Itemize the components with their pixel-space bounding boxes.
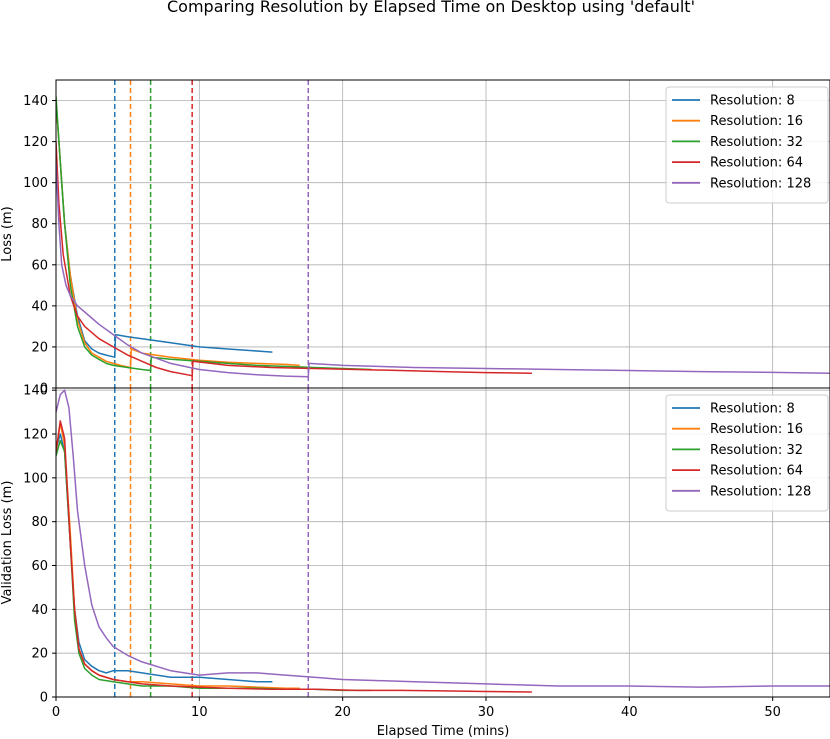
y-tick-label: 0 xyxy=(40,382,48,397)
series-line xyxy=(56,389,830,688)
y-tick-label: 80 xyxy=(31,515,48,530)
y-tick-label: 100 xyxy=(23,176,48,191)
y-tick-label: 40 xyxy=(31,603,48,618)
legend-label: Resolution: 8 xyxy=(710,402,795,417)
y-tick-label: 60 xyxy=(31,559,48,574)
legend: Resolution: 8 Resolution: 16 Resolution: 3… xyxy=(665,394,829,512)
x-tick-label: 40 xyxy=(621,705,638,720)
x-tick-label: 30 xyxy=(478,705,495,720)
legend-box xyxy=(665,86,829,204)
x-tick-label: 50 xyxy=(764,705,781,720)
series-line xyxy=(56,100,300,369)
x-tick-label: 10 xyxy=(191,705,208,720)
y-tick-label: 40 xyxy=(31,299,48,314)
y-tick-label: 120 xyxy=(23,428,48,443)
y-tick-label: 120 xyxy=(23,135,48,150)
legend-label: Resolution: 32 xyxy=(710,443,803,458)
x-axis-label: Elapsed Time (mins) xyxy=(377,724,510,739)
legend-label: Resolution: 128 xyxy=(710,484,811,499)
legend-label: Resolution: 32 xyxy=(710,135,803,150)
series-line xyxy=(56,433,273,683)
y-tick-label: 80 xyxy=(31,217,48,232)
y-tick-label: 60 xyxy=(31,258,48,273)
series-line xyxy=(56,141,532,377)
series-line xyxy=(56,422,300,689)
legend-label: Resolution: 16 xyxy=(710,114,803,129)
y-axis-label: Loss (m) xyxy=(0,206,15,261)
legend-label: Resolution: 16 xyxy=(710,422,803,437)
chart-title: Comparing Resolution by Elapsed Time on … xyxy=(167,0,695,16)
y-tick-label: 0 xyxy=(40,691,48,706)
x-tick-label: 20 xyxy=(334,705,351,720)
y-tick-label: 20 xyxy=(31,340,48,355)
legend: Resolution: 8 Resolution: 16 Resolution: 3… xyxy=(665,86,829,204)
axes-frame xyxy=(55,387,830,698)
legend-label: Resolution: 64 xyxy=(710,156,803,171)
legend-box xyxy=(665,394,829,512)
series-line xyxy=(56,162,830,378)
y-axis-label: Validation Loss (m) xyxy=(0,481,15,605)
y-tick-label: 140 xyxy=(23,384,48,399)
series-line xyxy=(56,96,372,372)
x-tick-label: 0 xyxy=(52,705,60,720)
legend-label: Resolution: 64 xyxy=(710,464,803,479)
y-tick-label: 140 xyxy=(23,94,48,109)
legend-label: Resolution: 8 xyxy=(710,94,795,109)
legend-label: Resolution: 128 xyxy=(710,176,811,191)
series-line xyxy=(56,100,273,358)
y-tick-label: 20 xyxy=(31,647,48,662)
series-line xyxy=(56,420,532,693)
y-tick-label: 100 xyxy=(23,471,48,486)
